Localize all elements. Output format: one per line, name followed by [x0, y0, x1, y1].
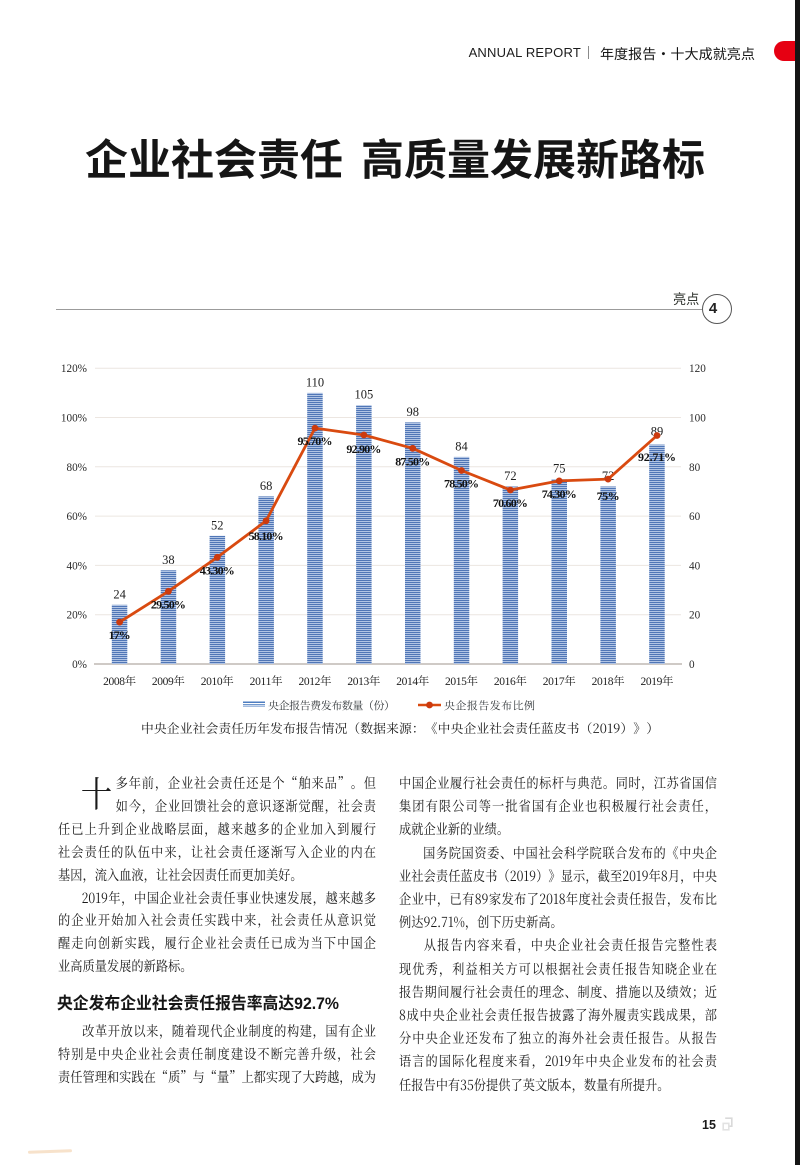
svg-text:43.30%: 43.30%	[200, 563, 235, 577]
svg-text:2008年: 2008年	[103, 675, 137, 688]
svg-text:120%: 120%	[61, 363, 87, 375]
svg-text:38: 38	[162, 553, 175, 567]
svg-text:95.70%: 95.70%	[298, 434, 333, 448]
svg-text:中央企业社会责任历年发布报告情况（数据来源：《中央企业社会责: 中央企业社会责任历年发布报告情况（数据来源：《中央企业社会责任蓝皮书（2019）…	[141, 718, 659, 737]
svg-text:100%: 100%	[61, 413, 87, 425]
svg-text:2017年: 2017年	[543, 675, 577, 688]
svg-text:92.71%: 92.71%	[638, 450, 676, 464]
svg-text:98: 98	[406, 405, 419, 419]
svg-text:20%: 20%	[66, 610, 87, 622]
svg-text:2011年: 2011年	[250, 675, 284, 688]
svg-text:0%: 0%	[72, 659, 87, 671]
svg-text:92.90%: 92.90%	[346, 442, 381, 456]
svg-text:68: 68	[260, 479, 273, 493]
svg-text:2013年: 2013年	[347, 675, 381, 688]
svg-text:0: 0	[689, 659, 695, 671]
svg-text:29.50%: 29.50%	[151, 597, 186, 611]
svg-text:2016年: 2016年	[494, 675, 528, 688]
svg-text:60%: 60%	[66, 511, 87, 523]
svg-text:60: 60	[689, 511, 701, 523]
svg-text:70.60%: 70.60%	[493, 496, 528, 510]
svg-text:120: 120	[689, 363, 706, 375]
svg-text:2009年: 2009年	[152, 675, 186, 688]
svg-text:84: 84	[455, 439, 468, 453]
svg-text:2018年: 2018年	[592, 675, 626, 688]
svg-text:20: 20	[689, 610, 701, 622]
svg-text:80: 80	[689, 462, 701, 474]
svg-text:80%: 80%	[66, 462, 87, 474]
svg-text:央企报告费发布数量（份）: 央企报告费发布数量（份）	[268, 698, 395, 714]
svg-text:17%: 17%	[109, 628, 131, 642]
svg-text:75: 75	[553, 462, 566, 476]
svg-text:58.10%: 58.10%	[249, 529, 284, 543]
svg-text:央企报告发布比例: 央企报告发布比例	[444, 698, 535, 714]
svg-text:74.30%: 74.30%	[542, 487, 577, 501]
svg-text:24: 24	[113, 587, 126, 601]
svg-text:2014年: 2014年	[396, 675, 430, 688]
svg-text:105: 105	[355, 388, 374, 402]
svg-text:2010年: 2010年	[201, 675, 235, 688]
svg-text:2015年: 2015年	[445, 675, 479, 688]
svg-text:78.50%: 78.50%	[444, 477, 479, 491]
svg-text:87.50%: 87.50%	[395, 454, 430, 468]
svg-text:40: 40	[689, 560, 701, 572]
svg-text:40%: 40%	[66, 560, 87, 572]
svg-text:110: 110	[306, 375, 324, 389]
svg-text:72: 72	[504, 469, 517, 483]
svg-text:75%: 75%	[597, 489, 620, 503]
svg-text:100: 100	[689, 413, 706, 425]
svg-text:2019年: 2019年	[641, 675, 675, 688]
svg-text:2012年: 2012年	[299, 675, 333, 688]
svg-text:52: 52	[211, 518, 224, 532]
